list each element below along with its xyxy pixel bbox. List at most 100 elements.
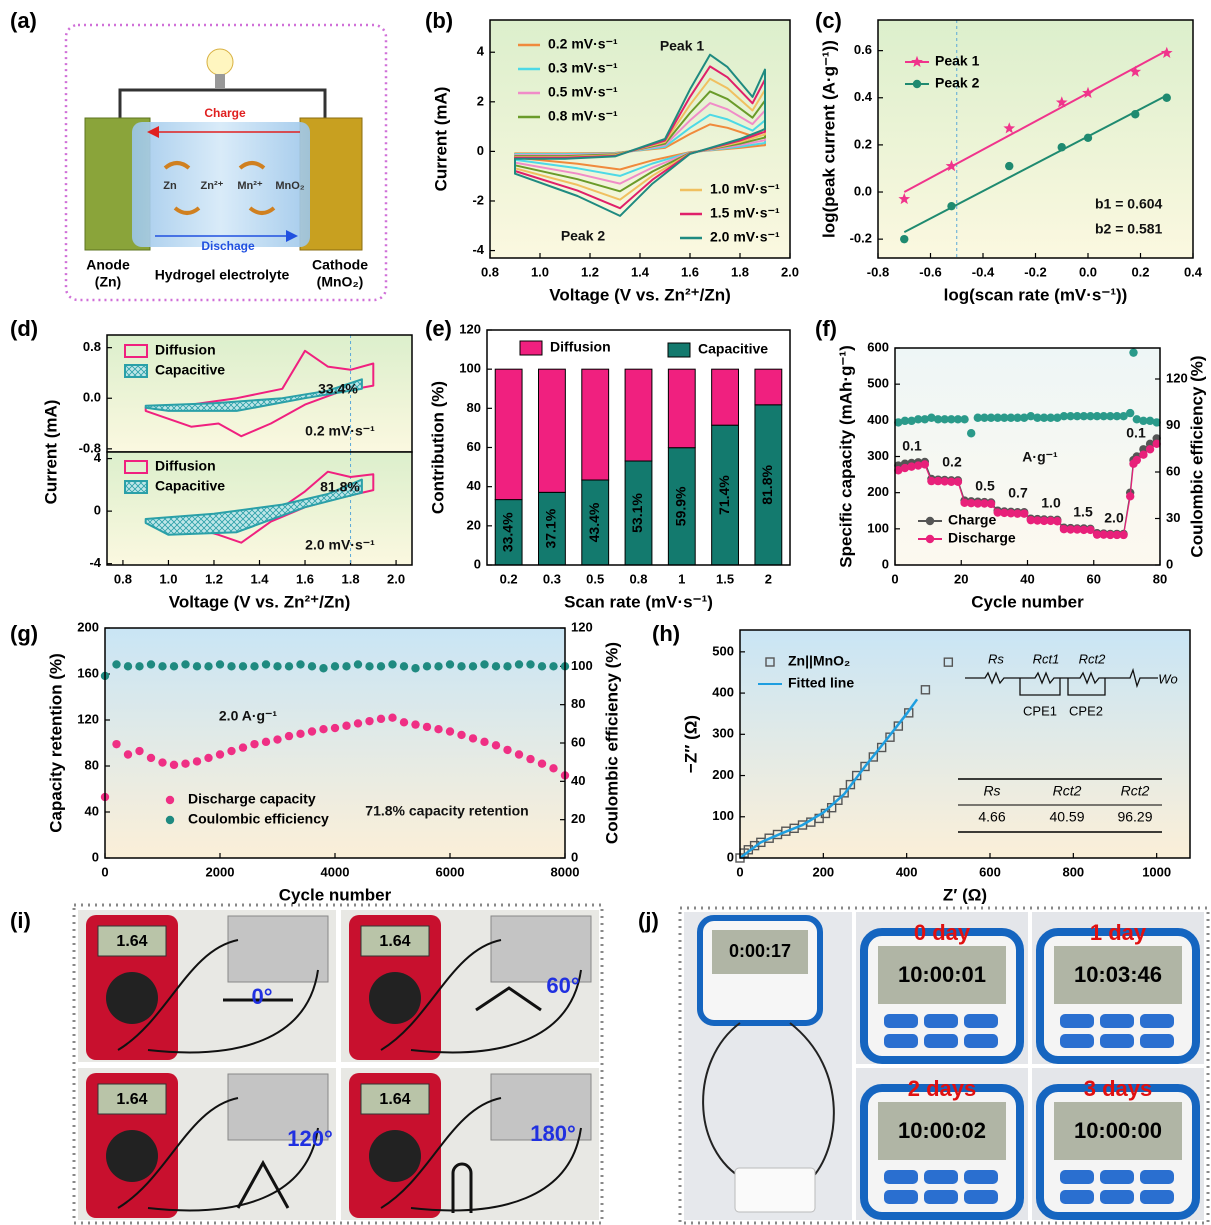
data-point — [181, 660, 189, 668]
y2-tick-label: 80 — [571, 696, 585, 711]
panel-label: (h) — [652, 621, 680, 646]
electrolyte-label: Hydrogel electrolyte — [155, 267, 290, 283]
y-tick-label: 120 — [77, 711, 99, 726]
y-tick-label: 80 — [85, 757, 99, 772]
data-point — [492, 741, 500, 749]
y-axis-label: Specific capacity (mAh·g⁻¹) — [836, 345, 855, 567]
data-point — [377, 715, 385, 723]
y-tick-label: 2 — [477, 93, 484, 108]
table-header: Rct2 — [1053, 783, 1082, 799]
y-tick-label: 300 — [867, 448, 889, 463]
bend-angle: 60° — [546, 973, 579, 998]
panel-label: (e) — [425, 316, 452, 341]
panel-label: (a) — [10, 8, 37, 33]
y-tick-label: 0 — [727, 849, 734, 864]
data-point — [411, 720, 419, 728]
data-point — [319, 664, 327, 672]
data-point — [331, 662, 339, 670]
timer-button — [1140, 1190, 1174, 1204]
legend-marker — [166, 796, 174, 804]
bend-angle: 180° — [530, 1121, 576, 1146]
x-tick-label: 0 — [736, 864, 743, 879]
data-point — [388, 660, 396, 668]
data-point — [285, 732, 293, 740]
data-point — [112, 740, 120, 748]
timer-button — [1100, 1170, 1134, 1184]
data-point — [216, 660, 224, 668]
data-point — [480, 660, 488, 668]
data-point — [239, 662, 247, 670]
data-point — [1126, 492, 1134, 500]
y-axis-label: Current (mA) — [431, 87, 450, 192]
data-point — [204, 662, 212, 670]
data-point — [170, 662, 178, 670]
data-point — [457, 662, 465, 670]
data-point — [342, 662, 350, 670]
value-label: 53.1% — [629, 493, 645, 533]
circuit-label: Rs — [988, 651, 1004, 666]
data-point — [526, 660, 534, 668]
anode-label: (Zn) — [95, 274, 121, 290]
data-point — [170, 761, 178, 769]
data-point — [1129, 348, 1137, 356]
value-label: 81.8% — [759, 465, 775, 505]
data-point — [158, 758, 166, 766]
x-tick-label: 2000 — [206, 864, 235, 879]
legend-marker — [166, 816, 174, 824]
data-point — [457, 731, 465, 739]
x-tick-label: 600 — [979, 864, 1001, 879]
data-point — [193, 757, 201, 765]
data-point — [1020, 509, 1028, 517]
data-point — [273, 735, 281, 743]
data-point — [400, 662, 408, 670]
data-point — [250, 662, 258, 670]
timer-button — [1140, 1034, 1174, 1048]
legend-label: Discharge — [948, 530, 1016, 546]
data-point — [423, 723, 431, 731]
circuit-label: CPE1 — [1023, 703, 1057, 718]
panel-label: (f) — [815, 316, 837, 341]
y-tick-label: 400 — [712, 685, 734, 700]
y-tick-label: 0 — [477, 143, 484, 158]
x-tick-label: 8000 — [551, 864, 580, 879]
data-point — [538, 662, 546, 670]
multimeter-dial — [369, 972, 421, 1024]
x-tick-label: 0.4 — [1184, 264, 1203, 279]
data-point — [342, 722, 350, 730]
y2-axis-label: Coulombic efficiency (%) — [602, 642, 621, 844]
data-point — [960, 415, 968, 423]
y2-tick-label: 40 — [571, 773, 585, 788]
y-tick-label: 0 — [474, 556, 481, 571]
y-tick-label: 0.8 — [83, 339, 101, 354]
y-tick-label: -0.2 — [850, 231, 872, 246]
y-axis-label: Contribution (%) — [428, 381, 447, 514]
timer-button — [884, 1034, 918, 1048]
x-axis-label: Cycle number — [279, 885, 392, 904]
data-point — [1005, 162, 1013, 170]
data-point — [135, 662, 143, 670]
annotation: 1.5 — [1073, 504, 1093, 520]
x-tick-label: 1 — [678, 571, 685, 586]
timer-button — [964, 1014, 998, 1028]
y2-axis-label: Coulombic efficiency (%) — [1187, 355, 1206, 557]
data-point — [480, 738, 488, 746]
x-tick-label: 1000 — [1142, 864, 1171, 879]
data-point — [296, 660, 304, 668]
y-tick-label: 80 — [467, 400, 481, 415]
y2-tick-label: 60 — [571, 734, 585, 749]
y-tick-label: 200 — [867, 484, 889, 499]
data-point — [308, 727, 316, 735]
day-label: 1 day — [1090, 920, 1147, 945]
y-tick-label: 0.4 — [854, 89, 873, 104]
data-point — [503, 746, 511, 754]
y-tick-label: 0 — [92, 849, 99, 864]
data-point — [365, 662, 373, 670]
timer-button — [1100, 1034, 1134, 1048]
annotation: 0.2 mV·s⁻¹ — [305, 423, 375, 439]
data-point — [193, 662, 201, 670]
x-tick-label: 0 — [891, 571, 898, 586]
annotation: A·g⁻¹ — [1022, 449, 1058, 465]
annotation: b2 = 0.581 — [1095, 221, 1163, 237]
bar — [625, 369, 652, 461]
legend-label: Fitted line — [788, 675, 854, 691]
